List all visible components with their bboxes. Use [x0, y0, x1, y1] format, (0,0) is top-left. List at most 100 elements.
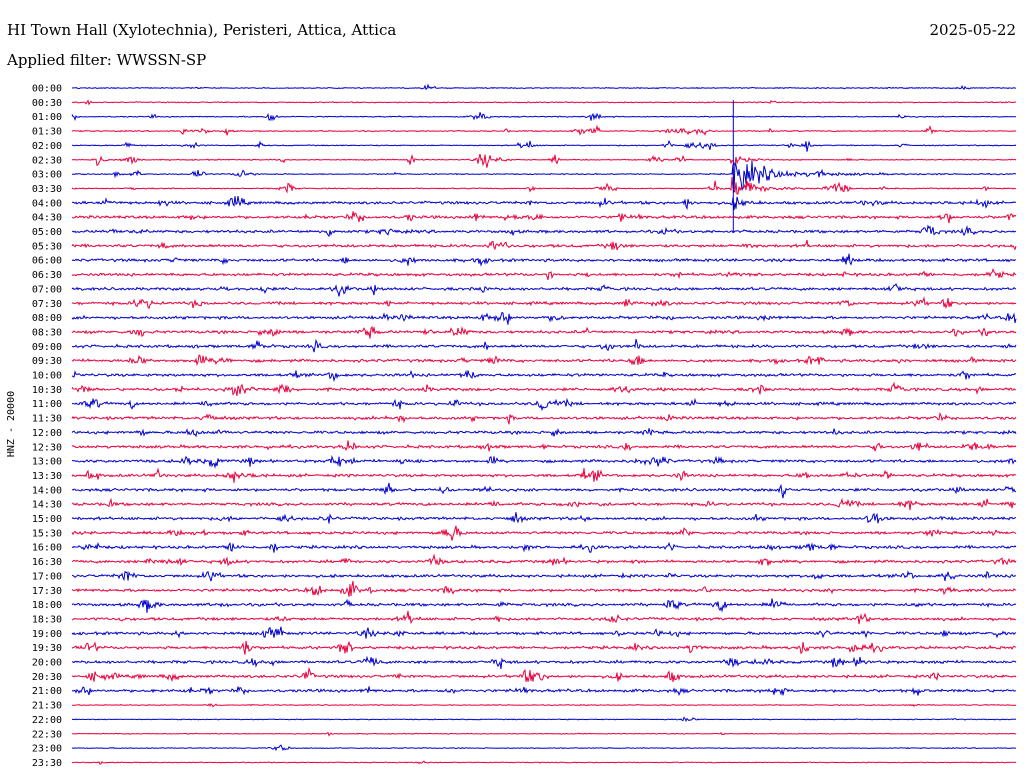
time-tick-label: 09:00	[32, 342, 62, 353]
time-tick-label: 16:00	[32, 543, 62, 554]
time-tick-label: 08:00	[32, 313, 62, 324]
time-tick-label: 07:30	[32, 299, 62, 310]
seismic-trace	[71, 598, 1017, 613]
time-tick-label: 03:00	[32, 170, 62, 181]
time-tick-label: 05:00	[32, 227, 62, 238]
seismic-trace	[71, 744, 1017, 752]
seismic-trace	[71, 427, 1017, 438]
station-title: HI Town Hall (Xylotechnia), Peristeri, A…	[7, 21, 397, 39]
time-tick-label: 15:00	[32, 514, 62, 525]
record-date: 2025-05-22	[929, 21, 1016, 39]
time-tick-label: 00:30	[32, 98, 62, 109]
time-tick-label: 06:00	[32, 256, 62, 267]
seismic-trace	[71, 731, 1017, 737]
time-tick-label: 14:00	[32, 485, 62, 496]
seismic-trace	[71, 760, 1017, 765]
seismic-trace	[72, 703, 1017, 708]
seismic-trace	[71, 455, 1017, 469]
seismic-trace	[71, 112, 1016, 122]
seismic-trace	[71, 412, 1017, 425]
seismic-trace	[71, 397, 1017, 412]
seismic-trace	[71, 224, 1017, 238]
time-tick-label: 23:00	[32, 744, 62, 755]
seismic-trace	[72, 139, 1017, 152]
seismic-trace	[71, 512, 1016, 524]
seismic-trace	[71, 239, 1017, 251]
seismic-trace	[71, 338, 1017, 353]
seismic-trace	[71, 716, 1017, 723]
time-tick-label: 20:00	[32, 658, 62, 669]
time-tick-label: 01:00	[32, 112, 62, 123]
time-tick-label: 12:30	[32, 442, 62, 453]
time-tick-label: 01:30	[32, 127, 62, 138]
seismic-trace	[71, 176, 1017, 195]
time-tick-label: 11:30	[32, 414, 62, 425]
seismic-trace	[71, 99, 1016, 106]
time-tick-label: 09:30	[32, 356, 62, 367]
seismic-trace	[71, 354, 1017, 367]
seismic-trace	[71, 482, 1017, 499]
seismic-trace	[71, 553, 1017, 567]
time-tick-label: 07:00	[32, 284, 62, 295]
seismic-trace	[71, 369, 1017, 383]
seismic-trace	[71, 267, 1017, 281]
seismic-trace	[71, 570, 1017, 582]
seismic-trace	[71, 467, 1017, 483]
seismic-trace	[71, 655, 1017, 669]
time-tick-label: 19:00	[32, 629, 62, 640]
time-tick-label: 23:30	[32, 758, 62, 769]
seismic-trace	[71, 160, 1017, 193]
time-tick-label: 13:30	[32, 471, 62, 482]
seismic-trace	[71, 686, 1017, 697]
time-tick-label: 11:00	[32, 399, 62, 410]
time-tick-label: 08:30	[32, 327, 62, 338]
time-tick-label: 21:30	[32, 701, 62, 712]
seismic-trace	[71, 626, 1017, 639]
seismic-trace	[71, 311, 1017, 325]
time-tick-label: 10:30	[32, 385, 62, 396]
time-tick-label: 12:00	[32, 428, 62, 439]
time-tick-label: 10:00	[32, 371, 62, 382]
seismic-trace	[71, 440, 1017, 452]
time-tick-label: 17:00	[32, 571, 62, 582]
time-tick-label: 18:30	[32, 614, 62, 625]
time-tick-label: 20:30	[32, 672, 62, 683]
time-tick-label: 19:30	[32, 643, 62, 654]
time-tick-label: 21:00	[32, 686, 62, 697]
time-tick-label: 16:30	[32, 557, 62, 568]
time-tick-label: 13:00	[32, 457, 62, 468]
seismic-trace	[71, 541, 1017, 554]
seismic-trace	[71, 124, 1017, 136]
time-tick-label: 04:30	[32, 213, 62, 224]
y-axis-label: HNZ - 20000	[6, 391, 17, 457]
time-tick-label: 02:00	[32, 141, 62, 152]
time-tick-label: 15:30	[32, 528, 62, 539]
seismic-trace	[71, 640, 1017, 655]
seismic-trace	[71, 381, 1017, 397]
time-tick-label: 06:30	[32, 270, 62, 281]
seismic-trace	[71, 253, 1017, 267]
time-tick-label: 02:30	[32, 155, 62, 166]
time-tick-label: 05:30	[32, 241, 62, 252]
seismic-trace	[71, 296, 1016, 310]
time-tick-label: 22:30	[32, 729, 62, 740]
time-tick-label: 22:00	[32, 715, 62, 726]
seismic-trace	[71, 196, 1017, 211]
time-tick-label: 14:30	[32, 500, 62, 511]
seismic-trace	[71, 525, 1017, 541]
time-tick-label: 17:30	[32, 586, 62, 597]
time-tick-label: 04:00	[32, 198, 62, 209]
seismic-trace	[71, 83, 1016, 91]
seismic-trace	[71, 325, 1017, 339]
seismic-trace	[71, 497, 1017, 511]
seismic-trace	[71, 153, 1017, 168]
seismic-trace	[72, 211, 1017, 224]
seismic-trace	[71, 580, 1017, 597]
time-tick-label: 03:30	[32, 184, 62, 195]
seismic-trace	[71, 282, 1017, 297]
filter-label: Applied filter: WWSSN-SP	[7, 51, 207, 69]
time-tick-label: 18:00	[32, 600, 62, 611]
time-tick-label: 00:00	[32, 84, 62, 95]
seismic-trace	[71, 610, 1017, 625]
